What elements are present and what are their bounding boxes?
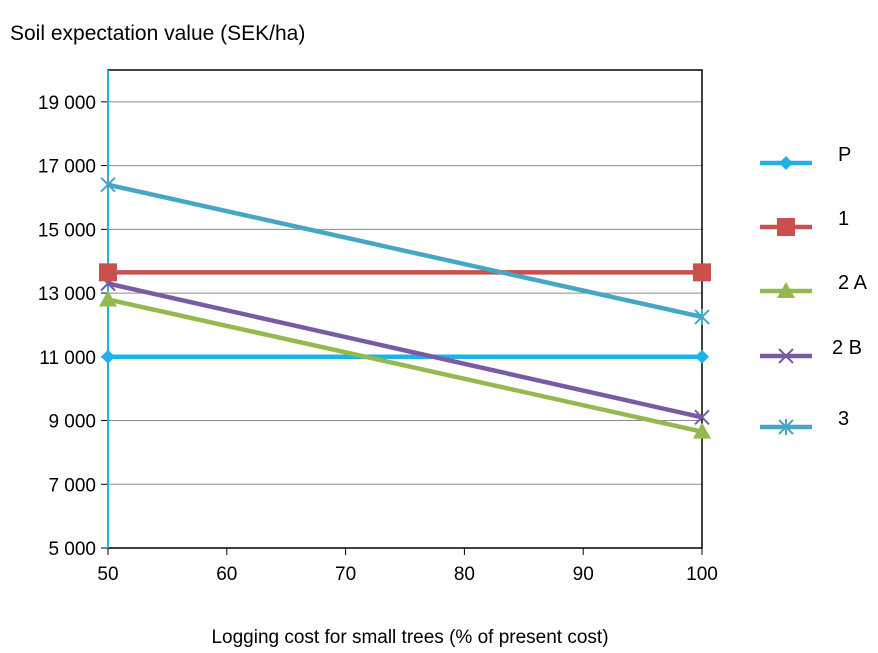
y-tick-label: 7 000 xyxy=(48,475,96,496)
y-tick-label: 15 000 xyxy=(38,220,96,241)
y-tick-label: 11 000 xyxy=(39,348,96,369)
x-tick-label: 90 xyxy=(573,564,594,585)
series-line xyxy=(107,297,703,434)
series-line xyxy=(107,281,703,420)
star-marker xyxy=(694,308,710,325)
plot-area-frame xyxy=(107,69,703,549)
x-tick-label: 60 xyxy=(216,564,237,585)
star-marker xyxy=(778,419,794,435)
x-axis-label: Logging cost for small trees (% of prese… xyxy=(211,627,608,648)
legend-label: 2 B xyxy=(832,337,862,359)
square-marker xyxy=(693,263,711,282)
diamond-marker xyxy=(779,156,793,170)
x-marker-stroke xyxy=(778,348,794,364)
legend-item: 3 xyxy=(760,408,849,435)
x-tick-label: 80 xyxy=(454,564,475,585)
diamond-marker xyxy=(695,349,709,364)
legend-item: 2 B xyxy=(760,337,862,364)
series-p xyxy=(101,349,709,364)
star-marker xyxy=(100,176,116,193)
chart-title: Soil expectation value (SEK/ha) xyxy=(10,22,305,45)
x-marker-stroke xyxy=(694,409,710,426)
square-marker xyxy=(777,218,795,236)
series-1 xyxy=(99,263,711,282)
x-tick-label: 70 xyxy=(335,564,356,585)
x-tick-label: 100 xyxy=(686,564,718,585)
legend-item: 2 A xyxy=(760,272,868,298)
triangle-marker xyxy=(99,290,117,307)
legend-label: 2 A xyxy=(838,272,868,294)
legend-label: P xyxy=(838,144,851,166)
y-tick-label: 13 000 xyxy=(38,284,96,305)
x-tick-label: 50 xyxy=(97,564,118,585)
gridlines xyxy=(108,101,702,549)
legend-item: 1 xyxy=(760,208,849,236)
series-group xyxy=(99,176,711,439)
x-marker xyxy=(778,348,794,364)
series-3 xyxy=(100,176,710,325)
series-line xyxy=(107,182,703,320)
legend-label: 1 xyxy=(838,208,849,230)
triangle-marker xyxy=(777,282,795,298)
legend: P 1 2 A 2 B 3 xyxy=(760,144,868,435)
y-tick-label: 17 000 xyxy=(38,157,96,178)
series-2a xyxy=(99,290,711,439)
triangle-marker xyxy=(693,422,711,439)
x-marker xyxy=(694,409,710,426)
legend-item: P xyxy=(760,144,851,170)
square-marker xyxy=(99,263,117,282)
y-tick-label: 5 000 xyxy=(48,539,96,560)
diamond-marker xyxy=(101,349,115,364)
legend-label: 3 xyxy=(838,408,849,430)
y-tick-label: 19 000 xyxy=(38,93,96,114)
y-tick-label: 9 000 xyxy=(48,412,96,433)
axes: 5 000 7 000 9 000 11 000 13 000 15 000 17 000 1… xyxy=(38,70,718,585)
